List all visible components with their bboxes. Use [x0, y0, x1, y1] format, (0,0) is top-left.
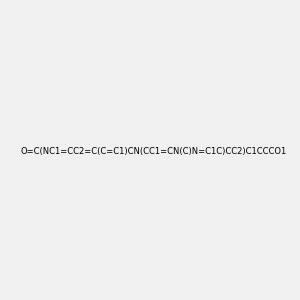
Text: O=C(NC1=CC2=C(C=C1)CN(CC1=CN(C)N=C1C)CC2)C1CCCO1: O=C(NC1=CC2=C(C=C1)CN(CC1=CN(C)N=C1C)CC2… [21, 147, 287, 156]
